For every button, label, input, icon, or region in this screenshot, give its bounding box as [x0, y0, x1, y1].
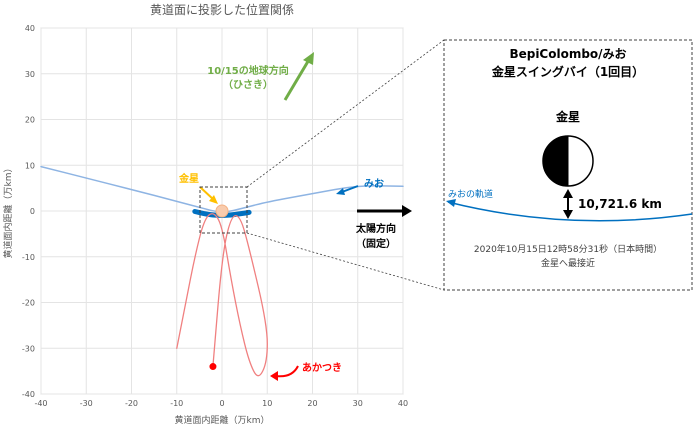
- series-line-0: [40, 165, 404, 213]
- earth-direction-label: 10/15の地球方向: [207, 64, 288, 77]
- series-layer: [40, 165, 404, 377]
- venus-marker: [215, 204, 229, 218]
- x-tick-label: -10: [170, 399, 183, 408]
- zoom-box: [199, 186, 248, 234]
- mio-annotation: みお: [336, 178, 384, 195]
- y-tick-label: 0: [30, 207, 35, 216]
- y-tick-label: -40: [22, 390, 35, 399]
- venus-label: 金星: [178, 172, 199, 185]
- sun-direction-annotation: 太陽方向 （固定）: [355, 205, 412, 250]
- venus-planet-label: 金星: [555, 109, 580, 124]
- mio-orbit-label: みおの軌道: [448, 188, 493, 200]
- earth-direction-arrow: [283, 57, 312, 101]
- y-tick-labels: 40 30 20 10 0 -10 -20 -30 -40: [22, 24, 35, 399]
- distance-value: 10,721.6 km: [578, 197, 662, 211]
- y-tick-label: -20: [22, 299, 35, 308]
- y-tick-label: 30: [25, 70, 35, 79]
- x-tick-label: -40: [34, 399, 47, 408]
- inset-subtitle: 金星スイングバイ（1回目）: [491, 64, 644, 79]
- y-tick-label: -10: [22, 253, 35, 262]
- x-tick-label: 40: [398, 399, 408, 408]
- series-line-2: [176, 213, 268, 377]
- y-axis-label: 黄道面内距離（万km）: [2, 164, 14, 259]
- akatsuki-marker: [209, 363, 217, 371]
- akatsuki-arrowhead: [270, 371, 278, 381]
- venus-pointer-arrowhead: [209, 195, 218, 204]
- venus-annotation: 金星: [178, 172, 218, 204]
- mio-orbit-arrowhead: [446, 199, 456, 207]
- mio-arrowhead: [336, 188, 345, 195]
- distance-arrow: [563, 189, 573, 219]
- mio-label: みお: [364, 178, 384, 190]
- sun-direction-sublabel: （固定）: [356, 237, 396, 250]
- x-tick-label: 10: [262, 399, 272, 408]
- earth-direction-arrowhead: [303, 52, 314, 65]
- akatsuki-label: あかつき: [302, 361, 342, 374]
- closest-approach-date: 2020年10月15日12時58分31秒（日本時間）: [474, 243, 662, 255]
- inset-title: BepiColombo/みお: [509, 47, 626, 61]
- earth-direction-sublabel: （ひさき）: [223, 78, 273, 91]
- akatsuki-annotation: あかつき: [270, 361, 342, 381]
- akatsuki-arrow: [275, 365, 299, 378]
- y-tick-label: 20: [25, 116, 35, 125]
- venus-phase-icon: [542, 135, 594, 187]
- closest-approach-note: 金星へ最接近: [541, 257, 595, 269]
- plot-area: -40 -30 -20 -10 0 10 20 30 40 40 30 20 10 0 -10 -20 -30…: [22, 24, 408, 408]
- sun-direction-label: 太陽方向: [355, 222, 396, 235]
- x-tick-label: -20: [125, 399, 138, 408]
- chart-title: 黄道面に投影した位置関係: [150, 2, 294, 17]
- inset-panel: BepiColombo/みお 金星スイングバイ（1回目） 金星 10,721.6…: [443, 39, 693, 291]
- zoom-indicator: [199, 39, 445, 291]
- zoom-connector-top: [246, 39, 445, 188]
- y-tick-label: 10: [25, 161, 35, 170]
- y-tick-label: 40: [25, 24, 35, 33]
- horizontal-gridlines: [41, 27, 403, 395]
- x-tick-label: 0: [219, 399, 224, 408]
- earth-direction-annotation: 10/15の地球方向 （ひさき）: [207, 52, 314, 101]
- mio-arrow: [341, 185, 359, 193]
- x-tick-label: 20: [307, 399, 317, 408]
- mio-orbit-curve: [447, 201, 693, 222]
- x-tick-label: -30: [80, 399, 93, 408]
- x-axis-label: 黄道面内距離（万km）: [175, 414, 270, 426]
- x-tick-labels: -40 -30 -20 -10 0 10 20 30 40: [34, 399, 408, 408]
- y-tick-label: -30: [22, 344, 35, 353]
- sun-direction-arrowhead: [402, 205, 412, 217]
- x-tick-label: 30: [353, 399, 363, 408]
